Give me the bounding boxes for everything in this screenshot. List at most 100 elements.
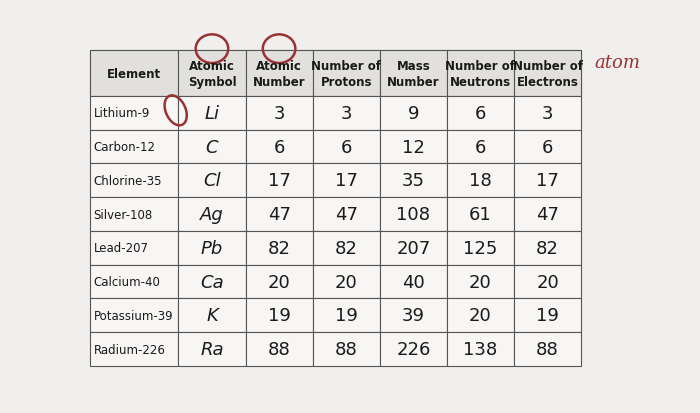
Text: 39: 39 bbox=[402, 306, 425, 325]
Bar bbox=[380, 332, 447, 366]
Text: Element: Element bbox=[107, 67, 162, 81]
Text: 18: 18 bbox=[469, 172, 492, 190]
Bar bbox=[380, 231, 447, 265]
Text: Cl: Cl bbox=[203, 172, 220, 190]
Text: 20: 20 bbox=[335, 273, 358, 291]
Text: 82: 82 bbox=[267, 239, 290, 257]
Text: Mass
Number: Mass Number bbox=[387, 59, 440, 88]
Bar bbox=[380, 299, 447, 332]
Bar bbox=[313, 131, 380, 164]
Text: 125: 125 bbox=[463, 239, 498, 257]
Bar bbox=[246, 131, 313, 164]
Bar bbox=[514, 164, 581, 198]
Text: 19: 19 bbox=[536, 306, 559, 325]
Text: 17: 17 bbox=[267, 172, 290, 190]
Bar bbox=[178, 299, 246, 332]
Bar bbox=[313, 265, 380, 299]
Text: 35: 35 bbox=[402, 172, 425, 190]
Bar bbox=[514, 265, 581, 299]
Text: 88: 88 bbox=[536, 340, 559, 358]
Text: K: K bbox=[206, 306, 218, 325]
Bar bbox=[380, 51, 447, 97]
Bar bbox=[514, 97, 581, 131]
Bar bbox=[447, 51, 514, 97]
Text: 88: 88 bbox=[267, 340, 290, 358]
Text: 226: 226 bbox=[396, 340, 430, 358]
Text: 20: 20 bbox=[267, 273, 290, 291]
Text: 6: 6 bbox=[475, 104, 486, 123]
Bar bbox=[246, 299, 313, 332]
Text: Atomic
Symbol: Atomic Symbol bbox=[188, 59, 237, 88]
Bar bbox=[447, 332, 514, 366]
Bar bbox=[246, 97, 313, 131]
Bar bbox=[246, 332, 313, 366]
Bar bbox=[514, 332, 581, 366]
Bar bbox=[178, 265, 246, 299]
Bar bbox=[514, 131, 581, 164]
Text: Ra: Ra bbox=[200, 340, 224, 358]
Bar bbox=[514, 231, 581, 265]
Bar bbox=[90, 332, 178, 366]
Text: 17: 17 bbox=[335, 172, 358, 190]
Bar bbox=[514, 299, 581, 332]
Text: 108: 108 bbox=[396, 206, 430, 223]
Bar bbox=[90, 131, 178, 164]
Text: Lithium-9: Lithium-9 bbox=[94, 107, 150, 120]
Bar bbox=[178, 198, 246, 231]
Bar bbox=[178, 97, 246, 131]
Text: 61: 61 bbox=[469, 206, 492, 223]
Bar bbox=[447, 265, 514, 299]
Text: Carbon-12: Carbon-12 bbox=[94, 141, 155, 154]
Bar bbox=[447, 131, 514, 164]
Bar bbox=[313, 198, 380, 231]
Text: 3: 3 bbox=[340, 104, 352, 123]
Bar bbox=[90, 51, 178, 97]
Bar bbox=[447, 198, 514, 231]
Text: Ca: Ca bbox=[200, 273, 224, 291]
Bar bbox=[380, 265, 447, 299]
Text: 20: 20 bbox=[536, 273, 559, 291]
Text: Atomic
Number: Atomic Number bbox=[253, 59, 305, 88]
Bar bbox=[90, 51, 581, 97]
Text: 6: 6 bbox=[340, 138, 352, 156]
Text: Ag: Ag bbox=[200, 206, 224, 223]
Bar bbox=[514, 198, 581, 231]
Bar bbox=[447, 97, 514, 131]
Text: Number of
Neutrons: Number of Neutrons bbox=[445, 59, 515, 88]
Bar bbox=[313, 332, 380, 366]
Bar bbox=[313, 51, 380, 97]
Bar bbox=[246, 198, 313, 231]
Text: 47: 47 bbox=[536, 206, 559, 223]
Text: 3: 3 bbox=[542, 104, 554, 123]
Text: 88: 88 bbox=[335, 340, 358, 358]
Bar bbox=[447, 164, 514, 198]
Text: 47: 47 bbox=[267, 206, 290, 223]
Text: 12: 12 bbox=[402, 138, 425, 156]
Bar bbox=[90, 231, 178, 265]
Text: 40: 40 bbox=[402, 273, 425, 291]
Text: 3: 3 bbox=[273, 104, 285, 123]
Text: atom: atom bbox=[595, 55, 640, 72]
Text: 20: 20 bbox=[469, 306, 492, 325]
Bar bbox=[380, 164, 447, 198]
Text: 207: 207 bbox=[396, 239, 430, 257]
Text: 20: 20 bbox=[469, 273, 492, 291]
Bar bbox=[380, 97, 447, 131]
Text: 82: 82 bbox=[536, 239, 559, 257]
Bar bbox=[313, 97, 380, 131]
Bar bbox=[246, 51, 313, 97]
Bar bbox=[178, 164, 246, 198]
Text: Calcium-40: Calcium-40 bbox=[94, 275, 160, 288]
Text: Chlorine-35: Chlorine-35 bbox=[94, 174, 162, 188]
Bar bbox=[447, 231, 514, 265]
Bar bbox=[313, 299, 380, 332]
Text: 17: 17 bbox=[536, 172, 559, 190]
Text: 6: 6 bbox=[542, 138, 553, 156]
Text: Number of
Protons: Number of Protons bbox=[312, 59, 382, 88]
Bar bbox=[90, 198, 178, 231]
Text: Li: Li bbox=[204, 104, 220, 123]
Text: 82: 82 bbox=[335, 239, 358, 257]
Bar bbox=[313, 231, 380, 265]
Text: 19: 19 bbox=[335, 306, 358, 325]
Bar bbox=[178, 231, 246, 265]
